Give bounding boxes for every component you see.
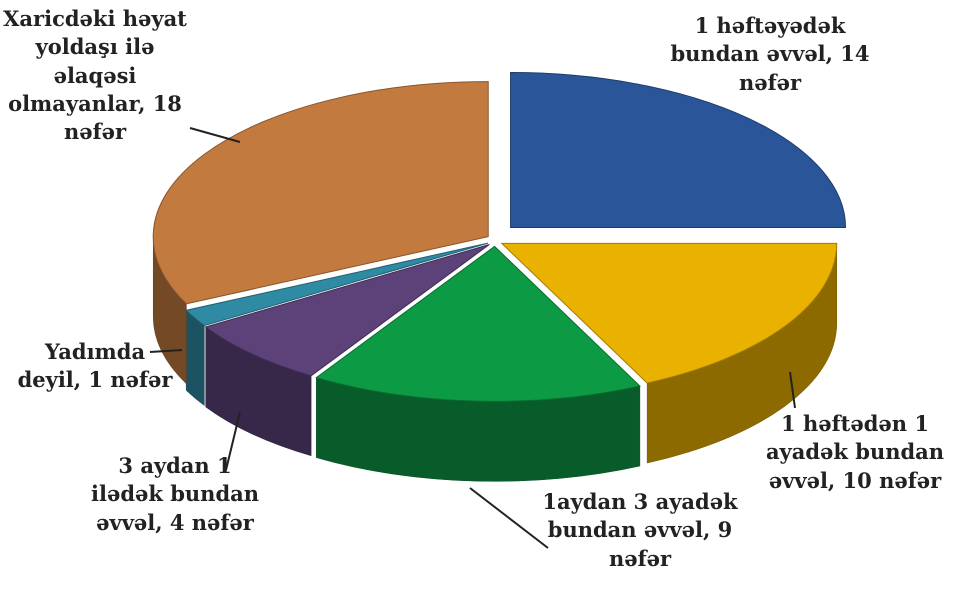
slice-label: 1aydan 3 ayadək bundan əvvəl, 9 nəfər (542, 489, 738, 571)
slice (315, 245, 641, 402)
leader-line (149, 349, 183, 353)
slice-label: 3 aydan 1 ilədək bundan əvvəl, 4 nəfər (91, 453, 259, 535)
slice (500, 242, 838, 384)
slice-label: 1 həftəyədək bundan əvvəl, 14 nəfər (670, 13, 870, 95)
slice (204, 244, 490, 377)
slice-side (185, 309, 205, 407)
leader-line (225, 411, 241, 471)
slice-label: 1 həftədən 1 ayadək bundan əvvəl, 10 nəf… (765, 411, 945, 493)
leader-line (189, 127, 241, 143)
leader-line (469, 487, 549, 549)
slice-label: Xaricdəki həyat yoldaşı ilə əlaqəsi olma… (3, 6, 187, 145)
slice (510, 72, 847, 229)
leader-line (789, 371, 796, 409)
slice-label: Yadımda deyil, 1 nəfər (17, 339, 173, 393)
pie-walls (152, 236, 838, 482)
slice (152, 81, 489, 305)
slice (185, 242, 489, 327)
pie-tops (152, 72, 847, 402)
